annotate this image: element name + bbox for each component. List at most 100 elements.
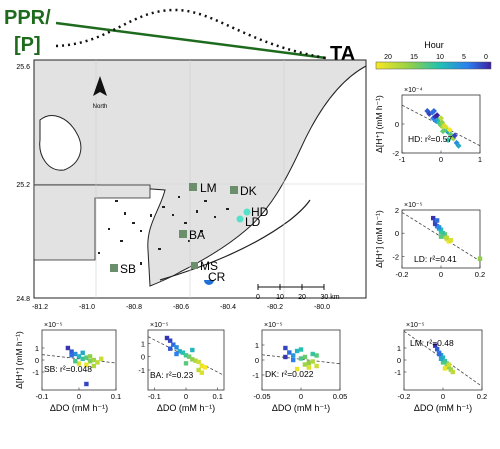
data-point [431, 215, 436, 221]
x-axis-label: ΔDO (mM h⁻¹) [272, 403, 330, 413]
data-point [84, 381, 89, 387]
data-point [174, 351, 179, 357]
map-x-tick-label: -80.6 [173, 304, 189, 311]
map-x-ticks: -81.2 -81.0 -80.8 -80.6 -80.4 -80.2 -80.0 [32, 304, 330, 311]
colorbar-tick-0: 20 [384, 54, 392, 61]
scale-tick-2: 20 [298, 294, 306, 301]
r2-annotation: DK: r²=0.022 [265, 369, 314, 379]
y-tick-label: 1 [255, 341, 259, 350]
site-marker-ba [179, 230, 187, 238]
data-point [196, 359, 201, 365]
data-point [436, 225, 442, 230]
y-axis-label: Δ[H⁺] (mM h⁻¹) [374, 210, 384, 268]
x-axis-label: ΔDO (mM h⁻¹) [50, 403, 108, 413]
x-tick-label: 0.1 [111, 392, 121, 401]
y-tick-label: 2 [395, 206, 399, 215]
data-point [190, 357, 195, 362]
r2-annotation: LD: r²=0.41 [414, 254, 457, 264]
north-arrow-icon [93, 76, 107, 96]
data-point [84, 362, 89, 367]
map-y-tick-label: 25.6 [16, 64, 30, 71]
data-point [444, 235, 450, 241]
x-tick-label: 0 [77, 392, 81, 401]
western-land [34, 184, 151, 261]
map-x-tick-label: -81.0 [79, 304, 95, 311]
map-x-tick-label: -80.4 [220, 304, 236, 311]
axis-exponent: ×10⁻⁵ [150, 322, 169, 329]
data-point [440, 231, 446, 236]
data-point [446, 126, 453, 133]
data-point [283, 345, 288, 351]
y-tick-label: 0 [35, 356, 39, 365]
site-marker-ms [191, 262, 198, 269]
map-panel: 25.625.224.8 -81.2 -81.0 -80.8 -80.6 -80.4 -8… [16, 59, 367, 311]
colorbar-tick-2: 10 [436, 54, 444, 61]
data-point [455, 142, 462, 149]
data-point [448, 367, 453, 372]
data-point [193, 358, 198, 363]
y-axis-label: Δ[H⁺] (mM h⁻¹) [374, 95, 384, 153]
banner-slope-line [55, 21, 327, 60]
data-point [202, 365, 208, 370]
data-point [196, 367, 201, 373]
site-markers: LM DK HD LD BA SB MS CR [110, 181, 269, 285]
fit-line [261, 354, 341, 365]
scatter-panel-ba: -0.1 0 0.1 -1 0 1 ×10⁻⁵ BA: r²=0.23 ΔDO (mM h⁻¹) [138, 322, 225, 413]
plot-frame [41, 329, 117, 391]
data-point [65, 345, 71, 351]
data-point [80, 356, 85, 361]
site-label-ba: BA [189, 228, 205, 242]
axis-exponent: ×10⁻⁵ [406, 322, 425, 329]
data-point [314, 363, 319, 369]
data-point [430, 107, 437, 114]
site-label-dk: DK [240, 184, 257, 198]
y-tick-label: -1 [394, 368, 401, 377]
data-point [298, 347, 304, 352]
data-point [287, 350, 292, 355]
y-tick-label: -2 [392, 149, 399, 158]
data-point [306, 365, 311, 370]
x-tick-label: -0.1 [148, 392, 161, 401]
north-arrow: North [93, 76, 107, 110]
banner-line1: PPR/ [4, 7, 51, 29]
map-y-tick-label: 24.8 [16, 296, 30, 303]
scatter-panel-dk: -0.05 0 0.05 -1 0 1 ×10⁻⁵ DK: r²=0.022 ΔDO (mM h… [252, 322, 347, 413]
plot-frame [147, 329, 225, 391]
data-point [73, 351, 78, 357]
data-point [180, 350, 186, 355]
x-tick-label: 0.05 [333, 392, 348, 401]
site-label-hd: HD [251, 205, 269, 219]
y-tick-label: -1 [252, 371, 259, 380]
y-tick-label: 0 [395, 120, 399, 129]
data-point [171, 342, 176, 347]
data-point [174, 345, 179, 350]
scale-tick-3: 30 km [320, 294, 339, 301]
data-point [438, 115, 444, 122]
data-point [436, 351, 442, 357]
data-point [477, 256, 483, 261]
axis-exponent: ×10⁻⁵ [264, 322, 283, 329]
map-x-tick-label: -80.2 [267, 304, 283, 311]
data-point [310, 351, 315, 357]
data-point [183, 353, 189, 358]
plot-frame [401, 209, 481, 269]
x-tick-label: -1 [399, 155, 406, 164]
r2-annotation: BA: r²=0.23 [150, 370, 194, 380]
data-point [434, 347, 440, 352]
data-point [432, 221, 438, 227]
site-label-lm: LM [200, 181, 217, 195]
site-marker-dk [230, 186, 238, 194]
data-point [294, 366, 300, 372]
data-point [84, 355, 89, 360]
y-tick-label: 1 [397, 344, 401, 353]
mainland [34, 60, 366, 287]
y-tick-label: -2 [392, 252, 399, 261]
y-tick-label: 1 [141, 339, 145, 348]
axis-exponent: ×10⁻⁵ [44, 322, 63, 329]
site-marker-cr [204, 280, 214, 285]
scale-bar: 0 10 20 30 km [256, 284, 340, 301]
data-point [448, 237, 453, 243]
data-point [167, 346, 173, 351]
y-tick-label: 1 [35, 344, 39, 353]
